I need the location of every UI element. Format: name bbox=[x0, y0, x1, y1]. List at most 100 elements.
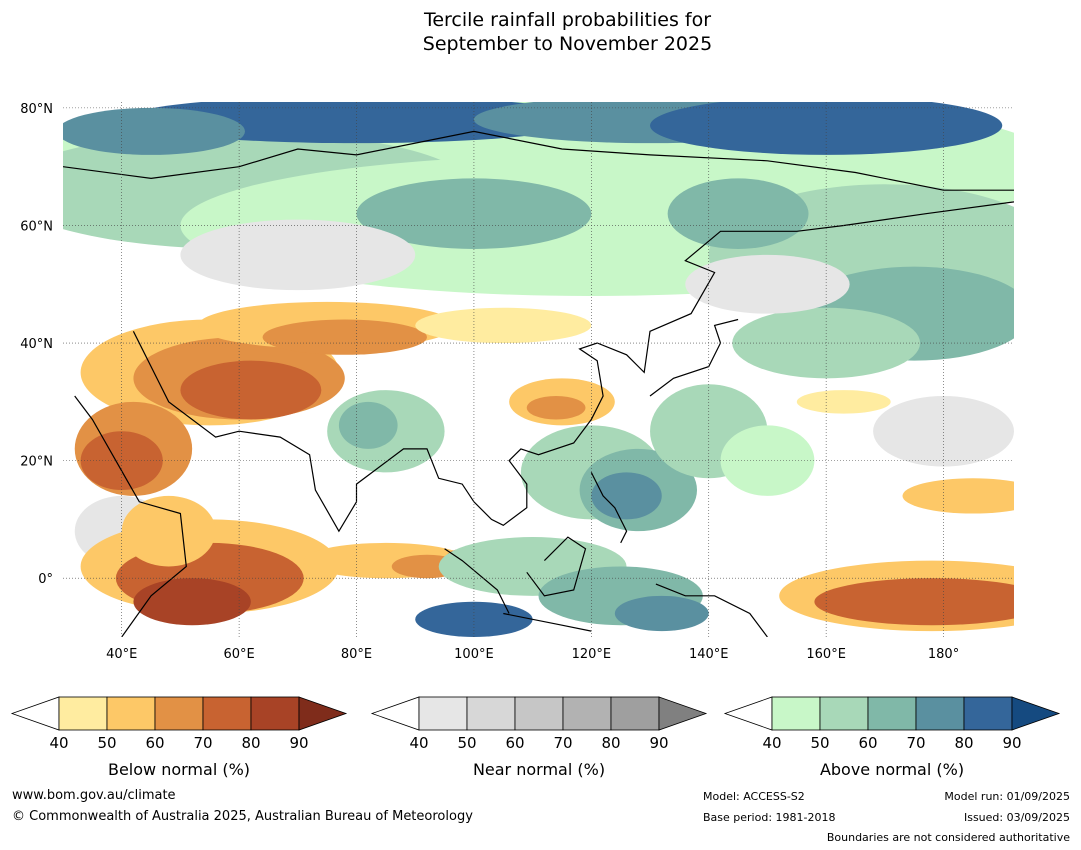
coastline bbox=[132, 201, 1014, 533]
colorbar-tick-label: 70 bbox=[193, 734, 212, 752]
coastlines bbox=[63, 130, 1014, 637]
probability-patch bbox=[63, 107, 245, 155]
model-name: Model: ACCESS-S2 bbox=[703, 790, 805, 803]
colorbar-tick-label: 40 bbox=[49, 734, 68, 752]
probability-patch bbox=[720, 425, 815, 496]
probability-patch bbox=[614, 595, 709, 632]
latitude-label: 80°N bbox=[20, 102, 53, 117]
colorbar-segment bbox=[771, 696, 821, 731]
longitude-label: 80°E bbox=[341, 647, 372, 662]
colorbar-segment bbox=[915, 696, 965, 731]
latitude-label: 20°N bbox=[20, 455, 53, 470]
colorbar-tick-label: 50 bbox=[457, 734, 476, 752]
colorbar-min-extend bbox=[370, 696, 420, 731]
colorbar-tick-label: 70 bbox=[906, 734, 925, 752]
colorbar-tick-label: 90 bbox=[289, 734, 308, 752]
probability-patch bbox=[180, 360, 322, 420]
colorbar-tick-label: 90 bbox=[649, 734, 668, 752]
colorbar-min-extend bbox=[10, 696, 60, 731]
probability-patch bbox=[814, 578, 1014, 626]
rainfall-probability-field bbox=[63, 102, 1014, 637]
colorbars: 40 50 60 70 80 90 Below normal (%) 40 50 60 70 80 90… bbox=[10, 696, 1061, 779]
copyright-text: © Commonwealth of Australia 2025, Austra… bbox=[12, 809, 473, 824]
colorbar-below: 40 50 60 70 80 90 Below normal (%) bbox=[10, 696, 348, 779]
coastline bbox=[74, 395, 187, 637]
probability-patch bbox=[796, 390, 891, 414]
coastline bbox=[526, 536, 587, 597]
colorbar-segment bbox=[106, 696, 156, 731]
colorbar-tick-label: 40 bbox=[409, 734, 428, 752]
probability-patch bbox=[80, 431, 163, 491]
colorbar-max-extend bbox=[298, 696, 348, 731]
longitude-label: 60°E bbox=[223, 647, 254, 662]
latitude-label: 60°N bbox=[20, 219, 53, 234]
map-title-line2: September to November 2025 bbox=[422, 33, 713, 55]
coastline bbox=[655, 583, 768, 637]
colorbar-title: Below normal (%) bbox=[108, 760, 250, 779]
colorbar-segment bbox=[819, 696, 869, 731]
colorbar-max-extend bbox=[658, 696, 708, 731]
probability-patch bbox=[133, 578, 251, 626]
latitude-label: 0° bbox=[38, 572, 53, 587]
probability-patch bbox=[902, 478, 1014, 514]
coastline bbox=[503, 612, 592, 632]
probability-patch bbox=[180, 219, 416, 291]
longitude-label: 40°E bbox=[106, 647, 137, 662]
probability-patch bbox=[591, 472, 662, 520]
colorbar-title: Near normal (%) bbox=[473, 760, 605, 779]
probability-patch bbox=[650, 102, 1003, 155]
boundaries-note: Boundaries are not considered authoritat… bbox=[826, 831, 1070, 844]
colorbar-segment bbox=[963, 696, 1013, 731]
colorbar-segment bbox=[867, 696, 917, 731]
issued-date: Issued: 03/09/2025 bbox=[963, 811, 1070, 824]
colorbar-tick-label: 80 bbox=[954, 734, 973, 752]
map-title: Tercile rainfall probabilities for Septe… bbox=[0, 8, 1081, 56]
colorbar-segment bbox=[562, 696, 612, 731]
longitude-label: 160°E bbox=[806, 647, 846, 662]
website-link[interactable]: www.bom.gov.au/climate bbox=[12, 788, 176, 803]
colorbar-tick-label: 70 bbox=[553, 734, 572, 752]
colorbar-tick-label: 40 bbox=[762, 734, 781, 752]
base-period: Base period: 1981-2018 bbox=[703, 811, 836, 824]
colorbar-above: 40 50 60 70 80 90 Above normal (%) bbox=[723, 696, 1061, 779]
probability-patch bbox=[873, 395, 1014, 467]
colorbar-segment bbox=[514, 696, 564, 731]
probability-patch bbox=[338, 401, 398, 449]
map-title-line1: Tercile rainfall probabilities for bbox=[423, 9, 712, 31]
probability-patch bbox=[262, 319, 427, 355]
coastline bbox=[590, 472, 628, 544]
colorbar-min-extend bbox=[723, 696, 773, 731]
colorbar-tick-label: 90 bbox=[1002, 734, 1021, 752]
colorbar-tick-label: 60 bbox=[858, 734, 877, 752]
longitude-label: 120°E bbox=[572, 647, 612, 662]
coastline bbox=[444, 548, 510, 614]
colorbar-tick-label: 60 bbox=[505, 734, 524, 752]
colorbar-tick-label: 80 bbox=[241, 734, 260, 752]
map-axes: 80°N 60°N 40°N 20°N 0° 40°E 60°E 80°E 100°E 120°E… bbox=[20, 102, 959, 662]
colorbar-tick-label: 60 bbox=[145, 734, 164, 752]
latitude-label: 40°N bbox=[20, 337, 53, 352]
coastline bbox=[649, 318, 739, 397]
probability-patch bbox=[685, 254, 850, 314]
colorbar-near: 40 50 60 70 80 90 Near normal (%) bbox=[370, 696, 708, 779]
probability-patch bbox=[526, 395, 586, 420]
colorbar-tick-label: 50 bbox=[97, 734, 116, 752]
colorbar-title: Above normal (%) bbox=[820, 760, 964, 779]
colorbar-tick-label: 50 bbox=[810, 734, 829, 752]
colorbar-segment bbox=[250, 696, 300, 731]
coastline bbox=[63, 130, 1014, 191]
colorbar-segment bbox=[154, 696, 204, 731]
colorbar-segment bbox=[58, 696, 108, 731]
probability-patch bbox=[732, 307, 921, 379]
colorbar-segment bbox=[466, 696, 516, 731]
probability-patch bbox=[121, 495, 216, 567]
colorbar-segment bbox=[610, 696, 660, 731]
colorbar-segment bbox=[418, 696, 468, 731]
longitude-label: 140°E bbox=[689, 647, 729, 662]
colorbar-max-extend bbox=[1011, 696, 1061, 731]
colorbar-tick-label: 80 bbox=[601, 734, 620, 752]
probability-patch bbox=[415, 307, 592, 344]
longitude-label: 100°E bbox=[454, 647, 494, 662]
probability-patch bbox=[667, 178, 809, 249]
